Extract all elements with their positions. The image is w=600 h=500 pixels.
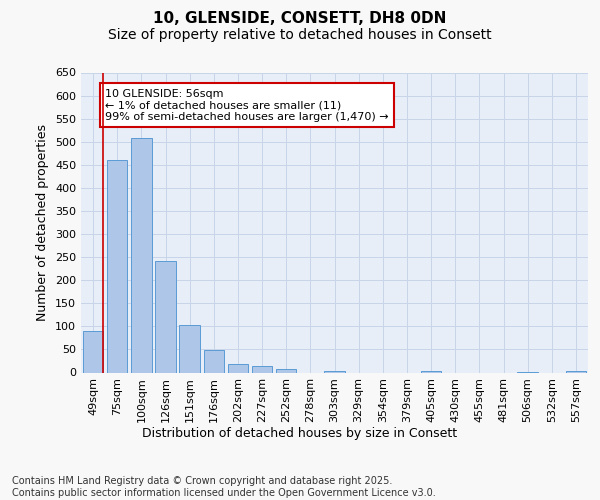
Bar	[252, 366, 272, 372]
Bar	[107, 160, 127, 372]
Bar	[421, 371, 442, 372]
Bar	[203, 350, 224, 372]
Text: Contains HM Land Registry data © Crown copyright and database right 2025.
Contai: Contains HM Land Registry data © Crown c…	[12, 476, 436, 498]
Text: Size of property relative to detached houses in Consett: Size of property relative to detached ho…	[108, 28, 492, 42]
Text: Distribution of detached houses by size in Consett: Distribution of detached houses by size …	[142, 428, 458, 440]
Text: 10, GLENSIDE, CONSETT, DH8 0DN: 10, GLENSIDE, CONSETT, DH8 0DN	[154, 11, 446, 26]
Bar	[276, 369, 296, 372]
Y-axis label: Number of detached properties: Number of detached properties	[37, 124, 49, 321]
Bar	[227, 364, 248, 372]
Bar	[83, 331, 103, 372]
Bar	[324, 370, 345, 372]
Bar	[155, 261, 176, 372]
Bar	[566, 371, 586, 372]
Bar	[131, 138, 152, 372]
Text: 10 GLENSIDE: 56sqm
← 1% of detached houses are smaller (11)
99% of semi-detached: 10 GLENSIDE: 56sqm ← 1% of detached hous…	[105, 88, 389, 122]
Bar	[179, 324, 200, 372]
